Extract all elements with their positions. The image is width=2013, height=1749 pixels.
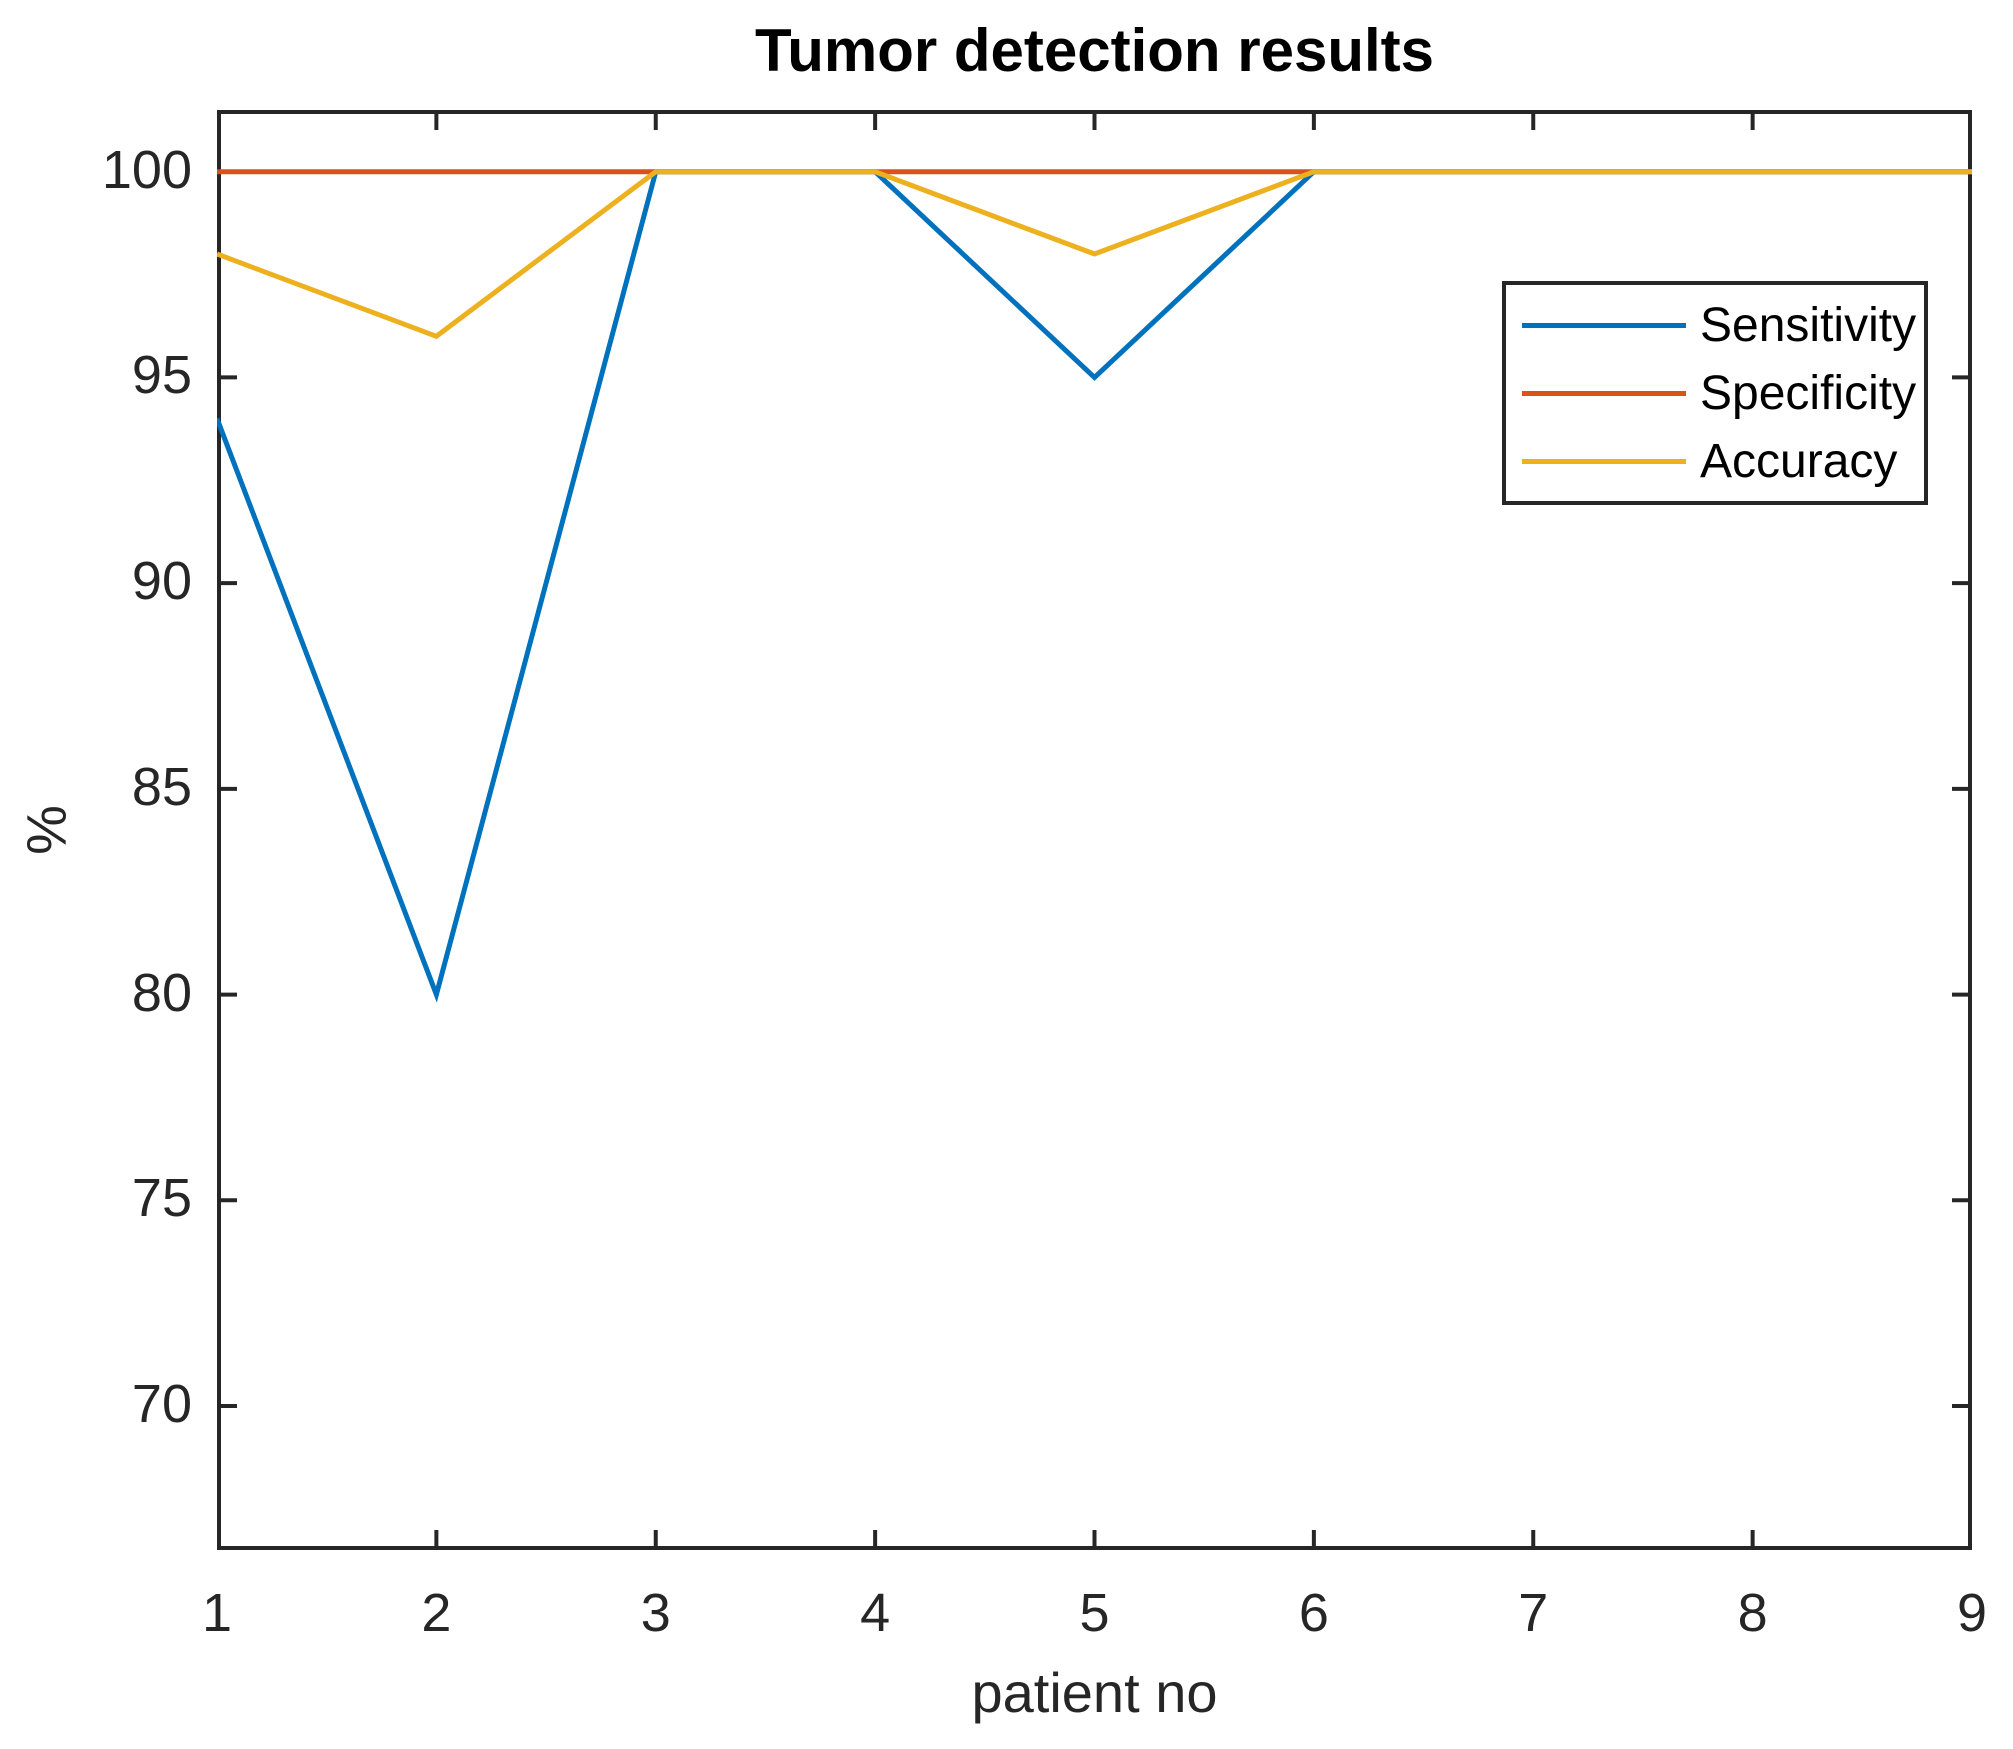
x-tick-label: 5 <box>1079 1583 1110 1643</box>
legend-line-sample <box>1522 322 1686 328</box>
legend: Sensitivity Specificity Accuracy <box>1502 281 1928 505</box>
legend-item-sensitivity: Sensitivity <box>1506 292 1924 358</box>
y-tick-label: 75 <box>131 1168 192 1229</box>
x-tick-label: 6 <box>1298 1583 1329 1643</box>
x-tick-label: 9 <box>1956 1583 1988 1643</box>
y-tick-label: 70 <box>131 1374 192 1434</box>
x-tick-label: 1 <box>201 1583 233 1643</box>
plot-area <box>217 110 1972 1550</box>
x-axis-label: patient no <box>971 1661 1218 1724</box>
y-tick-label: 100 <box>101 139 192 200</box>
x-tick-label: 4 <box>860 1583 891 1643</box>
legend-item-accuracy: Accuracy <box>1506 428 1924 494</box>
y-tick-label: 90 <box>131 551 192 612</box>
legend-label: Sensitivity <box>1700 298 1917 352</box>
y-tick-label: 85 <box>131 756 192 817</box>
legend-line-sample <box>1522 390 1686 396</box>
legend-item-specificity: Specificity <box>1506 360 1924 426</box>
x-tick-label: 2 <box>421 1583 452 1643</box>
y-tick-label: 80 <box>131 962 192 1023</box>
legend-label: Accuracy <box>1700 434 1898 488</box>
x-tick-label: 8 <box>1737 1583 1768 1643</box>
x-tick-label: 7 <box>1518 1583 1549 1643</box>
legend-line-sample <box>1522 458 1686 464</box>
chart-title: Tumor detection results <box>755 17 1434 84</box>
legend-label: Specificity <box>1700 366 1917 420</box>
y-tick-label: 95 <box>131 345 192 406</box>
series-line-accuracy <box>217 169 1972 340</box>
plot-canvas <box>217 110 1972 1550</box>
x-tick-label: 3 <box>640 1583 671 1643</box>
